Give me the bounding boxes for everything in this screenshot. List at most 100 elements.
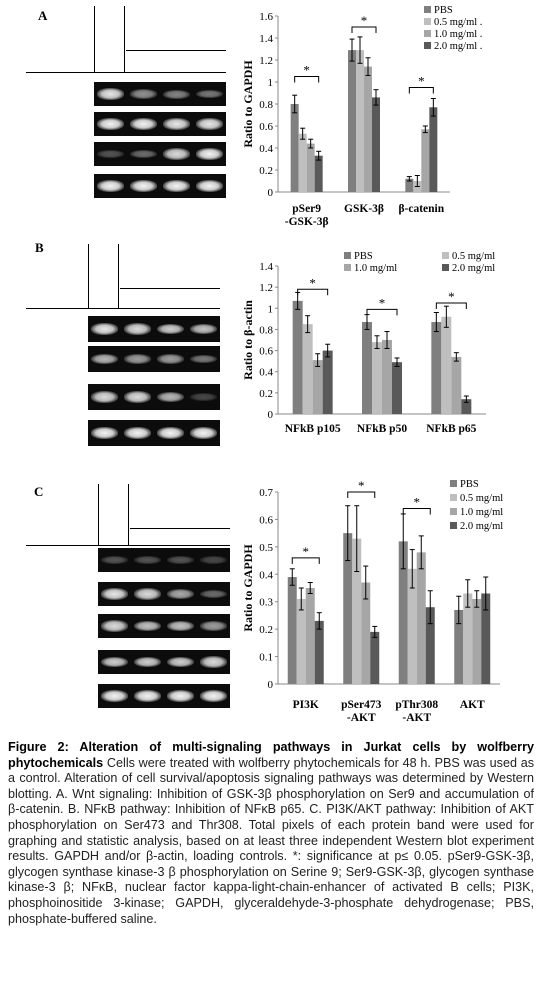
protein-band (163, 118, 190, 130)
blot-strip (94, 112, 226, 136)
legend-swatch (424, 18, 431, 25)
blot-strip (98, 548, 230, 572)
bar (343, 533, 353, 684)
bar (370, 631, 380, 684)
bar (431, 322, 442, 414)
y-tick-label: 0.6 (259, 346, 273, 358)
blot-header-sep (124, 6, 125, 72)
panel-a-bar-chart: 0 0.2 0.4 0.6 0.8 1 1.2 1.4 1.6 Ratio to GAPDH pSe… (241, 5, 482, 228)
y-tick-label: 0.6 (259, 514, 273, 526)
significance-star: * (361, 13, 368, 28)
y-tick-label: 0 (268, 409, 274, 421)
significance-star: * (303, 63, 310, 78)
protein-band (101, 588, 128, 600)
protein-band (130, 149, 157, 159)
y-axis-label: Ratio to β-actin (241, 300, 255, 380)
y-tick-label: 1 (268, 77, 274, 89)
protein-band (130, 118, 157, 130)
legend-swatch (344, 264, 351, 271)
blot-header-underline (26, 545, 230, 546)
bar (292, 300, 303, 414)
protein-band (190, 323, 217, 335)
blot-title-underline (126, 50, 226, 51)
significance-star: * (418, 74, 425, 89)
bar (421, 129, 430, 192)
protein-band (167, 656, 194, 668)
y-tick-label: 0.4 (259, 569, 273, 581)
legend-label: 0.5 mg/ml . (434, 17, 482, 28)
x-tick-label: pThr308 (395, 699, 438, 711)
legend-label: 1.0 mg/ml . (434, 29, 482, 40)
protein-band (157, 354, 184, 364)
y-tick-label: 1.4 (259, 261, 273, 273)
protein-band (200, 656, 227, 668)
legend-label: 1.0 mg/ml (354, 263, 397, 274)
protein-band (91, 427, 118, 439)
y-tick-label: 0.5 (259, 542, 273, 554)
x-tick-label: GSK-3β (344, 203, 384, 215)
bar (416, 552, 426, 684)
bar (407, 568, 417, 684)
protein-band (196, 118, 223, 130)
legend-swatch (442, 264, 449, 271)
protein-band (134, 556, 161, 564)
caption-body: Cells were treated with wolfberry phytoc… (8, 755, 534, 926)
blot-header-underline (26, 72, 226, 73)
legend-label: PBS (434, 5, 453, 16)
x-tick-label: pSer9 (292, 203, 321, 215)
protein-band (134, 588, 161, 600)
panel-b-letter: B (35, 240, 44, 255)
legend-swatch (424, 30, 431, 37)
blot-strip (98, 650, 230, 674)
y-tick-label: 1 (268, 303, 274, 315)
significance-bracket (351, 26, 377, 33)
protein-band (101, 690, 128, 702)
y-tick-label: 0.3 (259, 597, 273, 609)
x-tick-label: β-catenin (398, 203, 444, 215)
y-tick-label: 0.4 (259, 367, 273, 379)
bar (481, 593, 491, 684)
blot-strip (98, 614, 230, 638)
legend-label: 0.5 mg/ml (460, 493, 503, 504)
protein-band (97, 180, 124, 192)
significance-bracket (402, 507, 431, 515)
protein-band (124, 323, 151, 335)
blot-strip (94, 82, 226, 106)
y-tick-label: 0.8 (259, 324, 273, 336)
significance-star: * (448, 289, 455, 304)
bar (287, 577, 297, 684)
y-tick-label: 0.2 (259, 624, 273, 636)
significance-star: * (414, 494, 421, 509)
bar (322, 350, 333, 414)
significance-bracket (435, 302, 467, 309)
y-tick-label: 0.4 (259, 143, 273, 155)
blot-header-sep (128, 484, 129, 545)
significance-star: * (379, 295, 386, 310)
blot-strip (94, 142, 226, 166)
blot-header-sep (118, 244, 119, 308)
blot-strip (88, 346, 220, 372)
protein-band (91, 391, 118, 403)
significance-star: * (303, 544, 310, 559)
legend-label: 2.0 mg/ml (452, 263, 495, 274)
protein-band (124, 354, 151, 364)
protein-band (163, 148, 190, 160)
bar (314, 620, 324, 684)
x-tick-label: NFkB p105 (285, 423, 341, 435)
y-tick-label: 0.2 (259, 165, 273, 177)
figure-caption: Figure 2: Alteration of multi-signaling … (8, 740, 534, 927)
protein-band (196, 180, 223, 192)
y-tick-label: 0.2 (259, 388, 273, 400)
protein-band (190, 354, 217, 364)
panel-a-letter: A (38, 8, 48, 23)
protein-band (200, 589, 227, 599)
blot-title-underline (130, 528, 230, 529)
significance-bracket (291, 557, 320, 564)
significance-bracket (347, 491, 376, 498)
bar (472, 598, 482, 684)
protein-band (124, 391, 151, 403)
protein-band (134, 620, 161, 632)
protein-band (97, 88, 124, 100)
y-tick-label: 0 (268, 187, 274, 199)
legend-label: 0.5 mg/ml (452, 251, 495, 262)
